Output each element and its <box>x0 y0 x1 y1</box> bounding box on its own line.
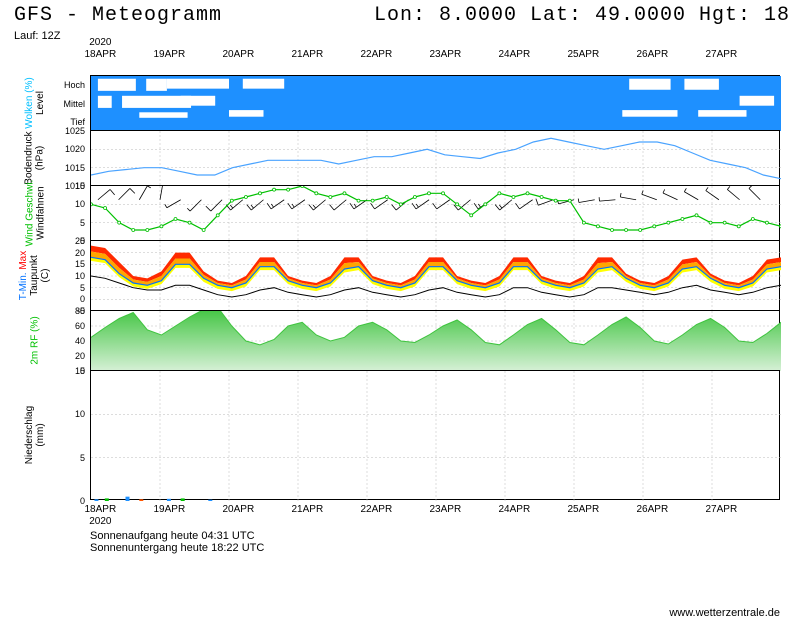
title-right: Lon: 8.0000 Lat: 49.0000 Hgt: 18 <box>374 4 790 27</box>
sunrise-text: Sonnenaufgang heute 04:31 UTC <box>90 530 264 542</box>
sunset-text: Sonnenuntergang heute 18:22 UTC <box>90 542 264 554</box>
panel-temp: T-Min. MaxTaupunkt(C)-50510152025 <box>90 240 780 310</box>
title-left: GFS - Meteogramm <box>14 4 222 27</box>
panel-precip: Niederschlag(mm)051015 <box>90 370 780 500</box>
run-label: Lauf: 12Z <box>14 30 60 42</box>
panel-rh: 2m RF (%)020406080 <box>90 310 780 370</box>
footer-text: Sonnenaufgang heute 04:31 UTC Sonnenunte… <box>90 530 264 554</box>
plot-area: Wolken (%)LevelHochMittelTiefBodendruck(… <box>90 75 780 500</box>
panel-wind: Wind Geschwi.Windfahnen051015 <box>90 185 780 240</box>
panel-pressure: Bodendruck(hPa)1010101510201025 <box>90 130 780 185</box>
credit: www.wetterzentrale.de <box>669 607 780 619</box>
panel-clouds: Wolken (%)LevelHochMittelTief <box>90 75 780 130</box>
